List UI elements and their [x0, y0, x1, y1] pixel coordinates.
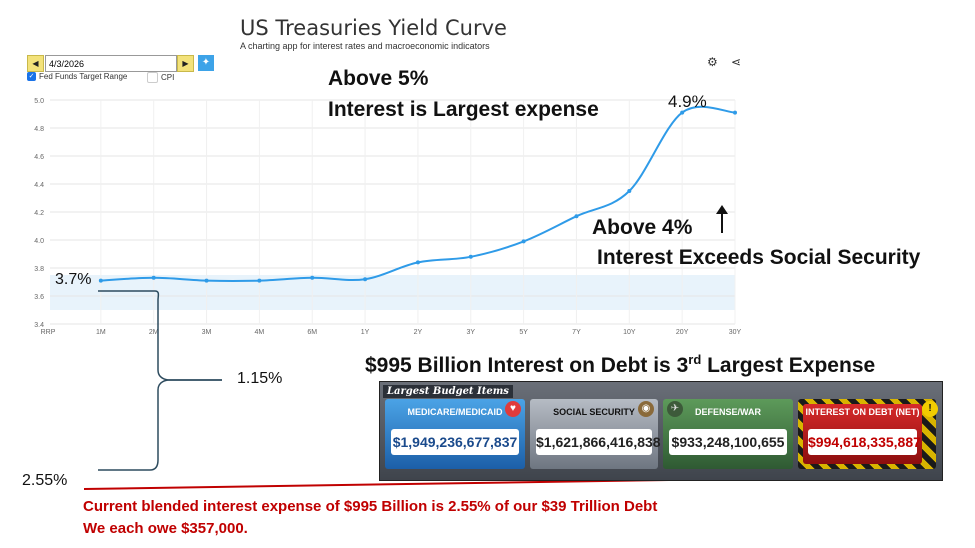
ss-label: SOCIAL SECURITY: [553, 407, 635, 417]
x-tick-label: 1M: [96, 329, 106, 336]
brace-lower: [98, 379, 222, 471]
medicare-value: $1,949,236,677,837: [391, 429, 519, 455]
budget-card-defense: DEFENSE/WAR ✈ $933,248,100,655: [663, 399, 793, 469]
x-tick-label: RRP: [41, 329, 56, 336]
yield-point: [310, 275, 315, 280]
x-tick-label: 3M: [202, 329, 212, 336]
annotation-above-5: Above 5%: [328, 67, 429, 90]
annotation-interest-largest: Interest is Largest expense: [328, 98, 599, 121]
x-tick-label: 2M: [149, 329, 159, 336]
y-tick-label: 4.8: [34, 126, 44, 133]
x-tick-label: 20Y: [676, 329, 689, 336]
prev-date-button[interactable]: ◀: [27, 55, 44, 72]
share-icon[interactable]: ⋖: [731, 55, 742, 69]
yield-point: [521, 239, 526, 244]
yield-point: [415, 260, 420, 265]
brace-upper: [98, 290, 222, 381]
defense-value: $933,248,100,655: [669, 429, 787, 455]
annotation-2-55: 2.55%: [22, 472, 68, 489]
fed-funds-band: [50, 275, 735, 310]
legend-fed-funds[interactable]: ✓ Fed Funds Target Range: [27, 72, 127, 81]
yield-point: [98, 278, 103, 283]
y-tick-label: 4.2: [34, 210, 44, 217]
annotation-3-7: 3.7%: [55, 271, 92, 288]
triangle-left-icon: ◀: [32, 59, 39, 68]
x-tick-label: 30Y: [729, 329, 742, 336]
annotation-exceeds-ss: Interest Exceeds Social Security: [597, 246, 921, 269]
x-tick-label: 10Y: [623, 329, 636, 336]
gear-icon[interactable]: ⚙: [707, 55, 718, 69]
x-tick-label: 5Y: [519, 329, 528, 336]
legend-cpi-label: CPI: [161, 73, 175, 82]
interest-value: $994,618,335,887: [808, 429, 921, 455]
yield-point: [627, 189, 632, 193]
headline-sup: rd: [688, 352, 702, 367]
checkbox-empty-icon[interactable]: [147, 72, 158, 83]
budget-card-medicare: MEDICARE/MEDICAID ♥ $1,949,236,677,837: [385, 399, 525, 469]
budget-card-social-security: SOCIAL SECURITY ◉ $1,621,866,416,838: [530, 399, 661, 469]
yield-point: [680, 110, 685, 115]
seal-icon: ◉: [638, 401, 654, 417]
budget-panel: Largest Budget Items MEDICARE/MEDICAID ♥…: [379, 381, 943, 481]
jet-icon: ✈: [667, 401, 683, 417]
x-tick-label: 3Y: [466, 329, 475, 336]
yield-point: [363, 277, 368, 282]
annotation-above-4: Above 4%: [592, 216, 693, 239]
y-tick-label: 4.6: [34, 154, 44, 161]
y-tick-label: 3.6: [34, 294, 44, 301]
x-tick-label: 2Y: [414, 329, 423, 336]
annotation-1-15: 1.15%: [237, 370, 283, 387]
footer-line-2: We each owe $357,000.: [83, 520, 248, 537]
app-title: US Treasuries Yield Curve: [240, 16, 507, 40]
ss-value: $1,621,866,416,838: [536, 429, 661, 455]
yield-point: [574, 214, 579, 219]
yield-point: [151, 275, 156, 280]
interest-inner: INTEREST ON DEBT (NET) $994,618,335,887: [803, 404, 922, 464]
budget-card-interest: INTEREST ON DEBT (NET) $994,618,335,887 …: [798, 399, 938, 469]
yield-point: [257, 278, 262, 283]
x-tick-label: 1Y: [361, 329, 370, 336]
yield-point: [733, 110, 737, 115]
checkbox-checked-icon[interactable]: ✓: [27, 72, 36, 81]
heart-icon: ♥: [505, 401, 521, 417]
yield-point: [204, 278, 209, 283]
annotation-4-9: 4.9%: [668, 92, 707, 111]
defense-label: DEFENSE/WAR: [694, 407, 761, 417]
footer-line-1: Current blended interest expense of $995…: [83, 498, 658, 515]
interest-label: INTEREST ON DEBT (NET): [805, 407, 920, 417]
x-tick-label: 6M: [307, 329, 317, 336]
headline-main: $995 Billion Interest on Debt is 3: [365, 354, 689, 377]
y-tick-label: 4.4: [34, 182, 44, 189]
y-tick-label: 5.0: [34, 98, 44, 105]
budget-header: Largest Budget Items: [383, 385, 513, 398]
medicare-label: MEDICARE/MEDICAID: [407, 407, 503, 417]
triangle-right-icon: ▶: [182, 59, 189, 68]
y-tick-label: 4.0: [34, 238, 44, 245]
warning-icon: !: [922, 401, 938, 417]
yield-point: [468, 254, 473, 259]
y-tick-label: 3.4: [34, 322, 44, 329]
y-tick-label: 3.8: [34, 266, 44, 273]
headline-interest-debt: $995 Billion Interest on Debt is 3rd Lar…: [365, 352, 875, 378]
date-input[interactable]: [45, 55, 177, 72]
headline-end: Largest Expense: [701, 354, 876, 377]
pin-icon: ✦: [201, 57, 211, 68]
next-date-button[interactable]: ▶: [177, 55, 194, 72]
x-tick-label: 4M: [255, 329, 265, 336]
pin-button[interactable]: ✦: [198, 55, 214, 71]
x-tick-label: 7Y: [572, 329, 581, 336]
arrow-up-icon: [716, 205, 728, 214]
app-subtitle: A charting app for interest rates and ma…: [240, 41, 490, 51]
legend-fed-funds-label: Fed Funds Target Range: [39, 72, 128, 81]
legend-cpi[interactable]: CPI: [147, 72, 174, 83]
